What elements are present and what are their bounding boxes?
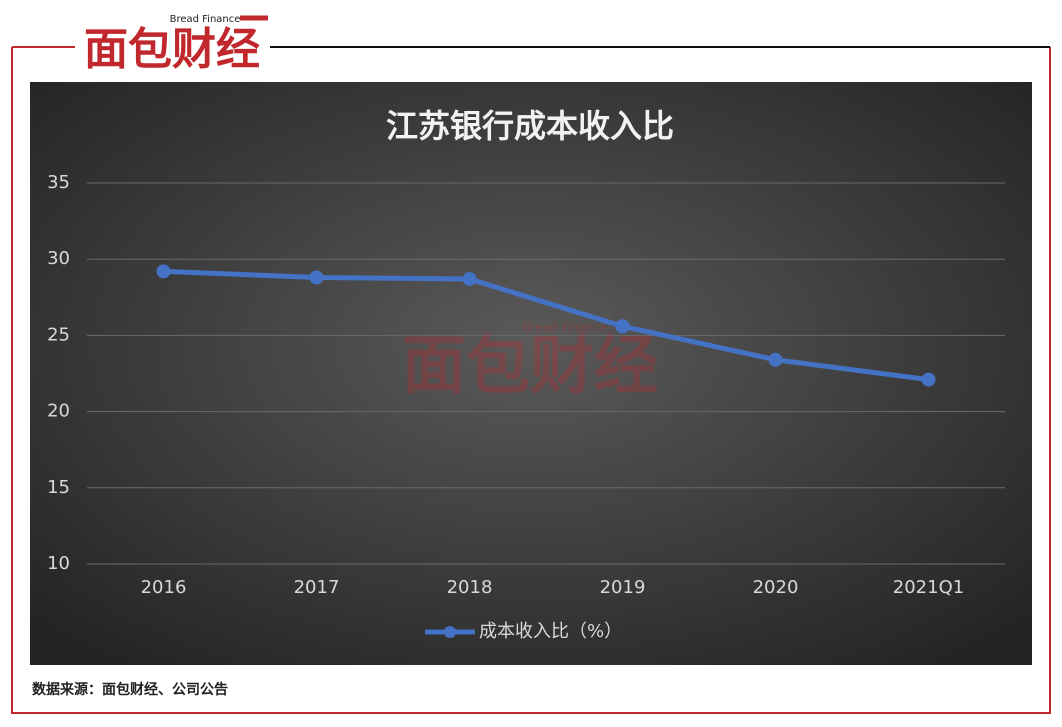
watermark-name: 面包财经: [402, 330, 658, 404]
series-line: [163, 268, 929, 383]
logo-name: 面包财经: [84, 24, 260, 75]
y-tick-label: 30: [47, 248, 70, 269]
data-point: [462, 272, 477, 287]
data-point: [156, 264, 171, 279]
data-point: [309, 270, 324, 285]
y-tick-label: 20: [47, 401, 70, 422]
legend-marker: [444, 626, 456, 638]
y-tick-label: 10: [47, 553, 70, 574]
x-tick-label: 2016: [141, 577, 187, 598]
x-tick-label: 2020: [753, 577, 799, 598]
legend-label: 成本收入比（%）: [479, 621, 622, 642]
y-tick-label: 25: [47, 324, 70, 345]
x-tick-label: 2017: [294, 577, 340, 598]
logo-en: Bread Finance: [170, 14, 241, 25]
data-point: [615, 319, 630, 334]
y-tick-label: 15: [47, 477, 70, 498]
data-point: [768, 352, 783, 367]
source-note: 数据来源：面包财经、公司公告: [32, 681, 228, 698]
y-tick-label: 35: [47, 172, 70, 193]
watermark-en: Bread Finance: [523, 321, 608, 335]
chart-title: 江苏银行成本收入比: [386, 107, 674, 145]
frame: [11, 46, 1051, 714]
x-tick-label: 2018: [447, 577, 493, 598]
data-point: [921, 372, 936, 387]
x-tick-label: 2021Q1: [893, 577, 964, 598]
logo-box: [75, 14, 270, 80]
x-tick-label: 2019: [600, 577, 646, 598]
